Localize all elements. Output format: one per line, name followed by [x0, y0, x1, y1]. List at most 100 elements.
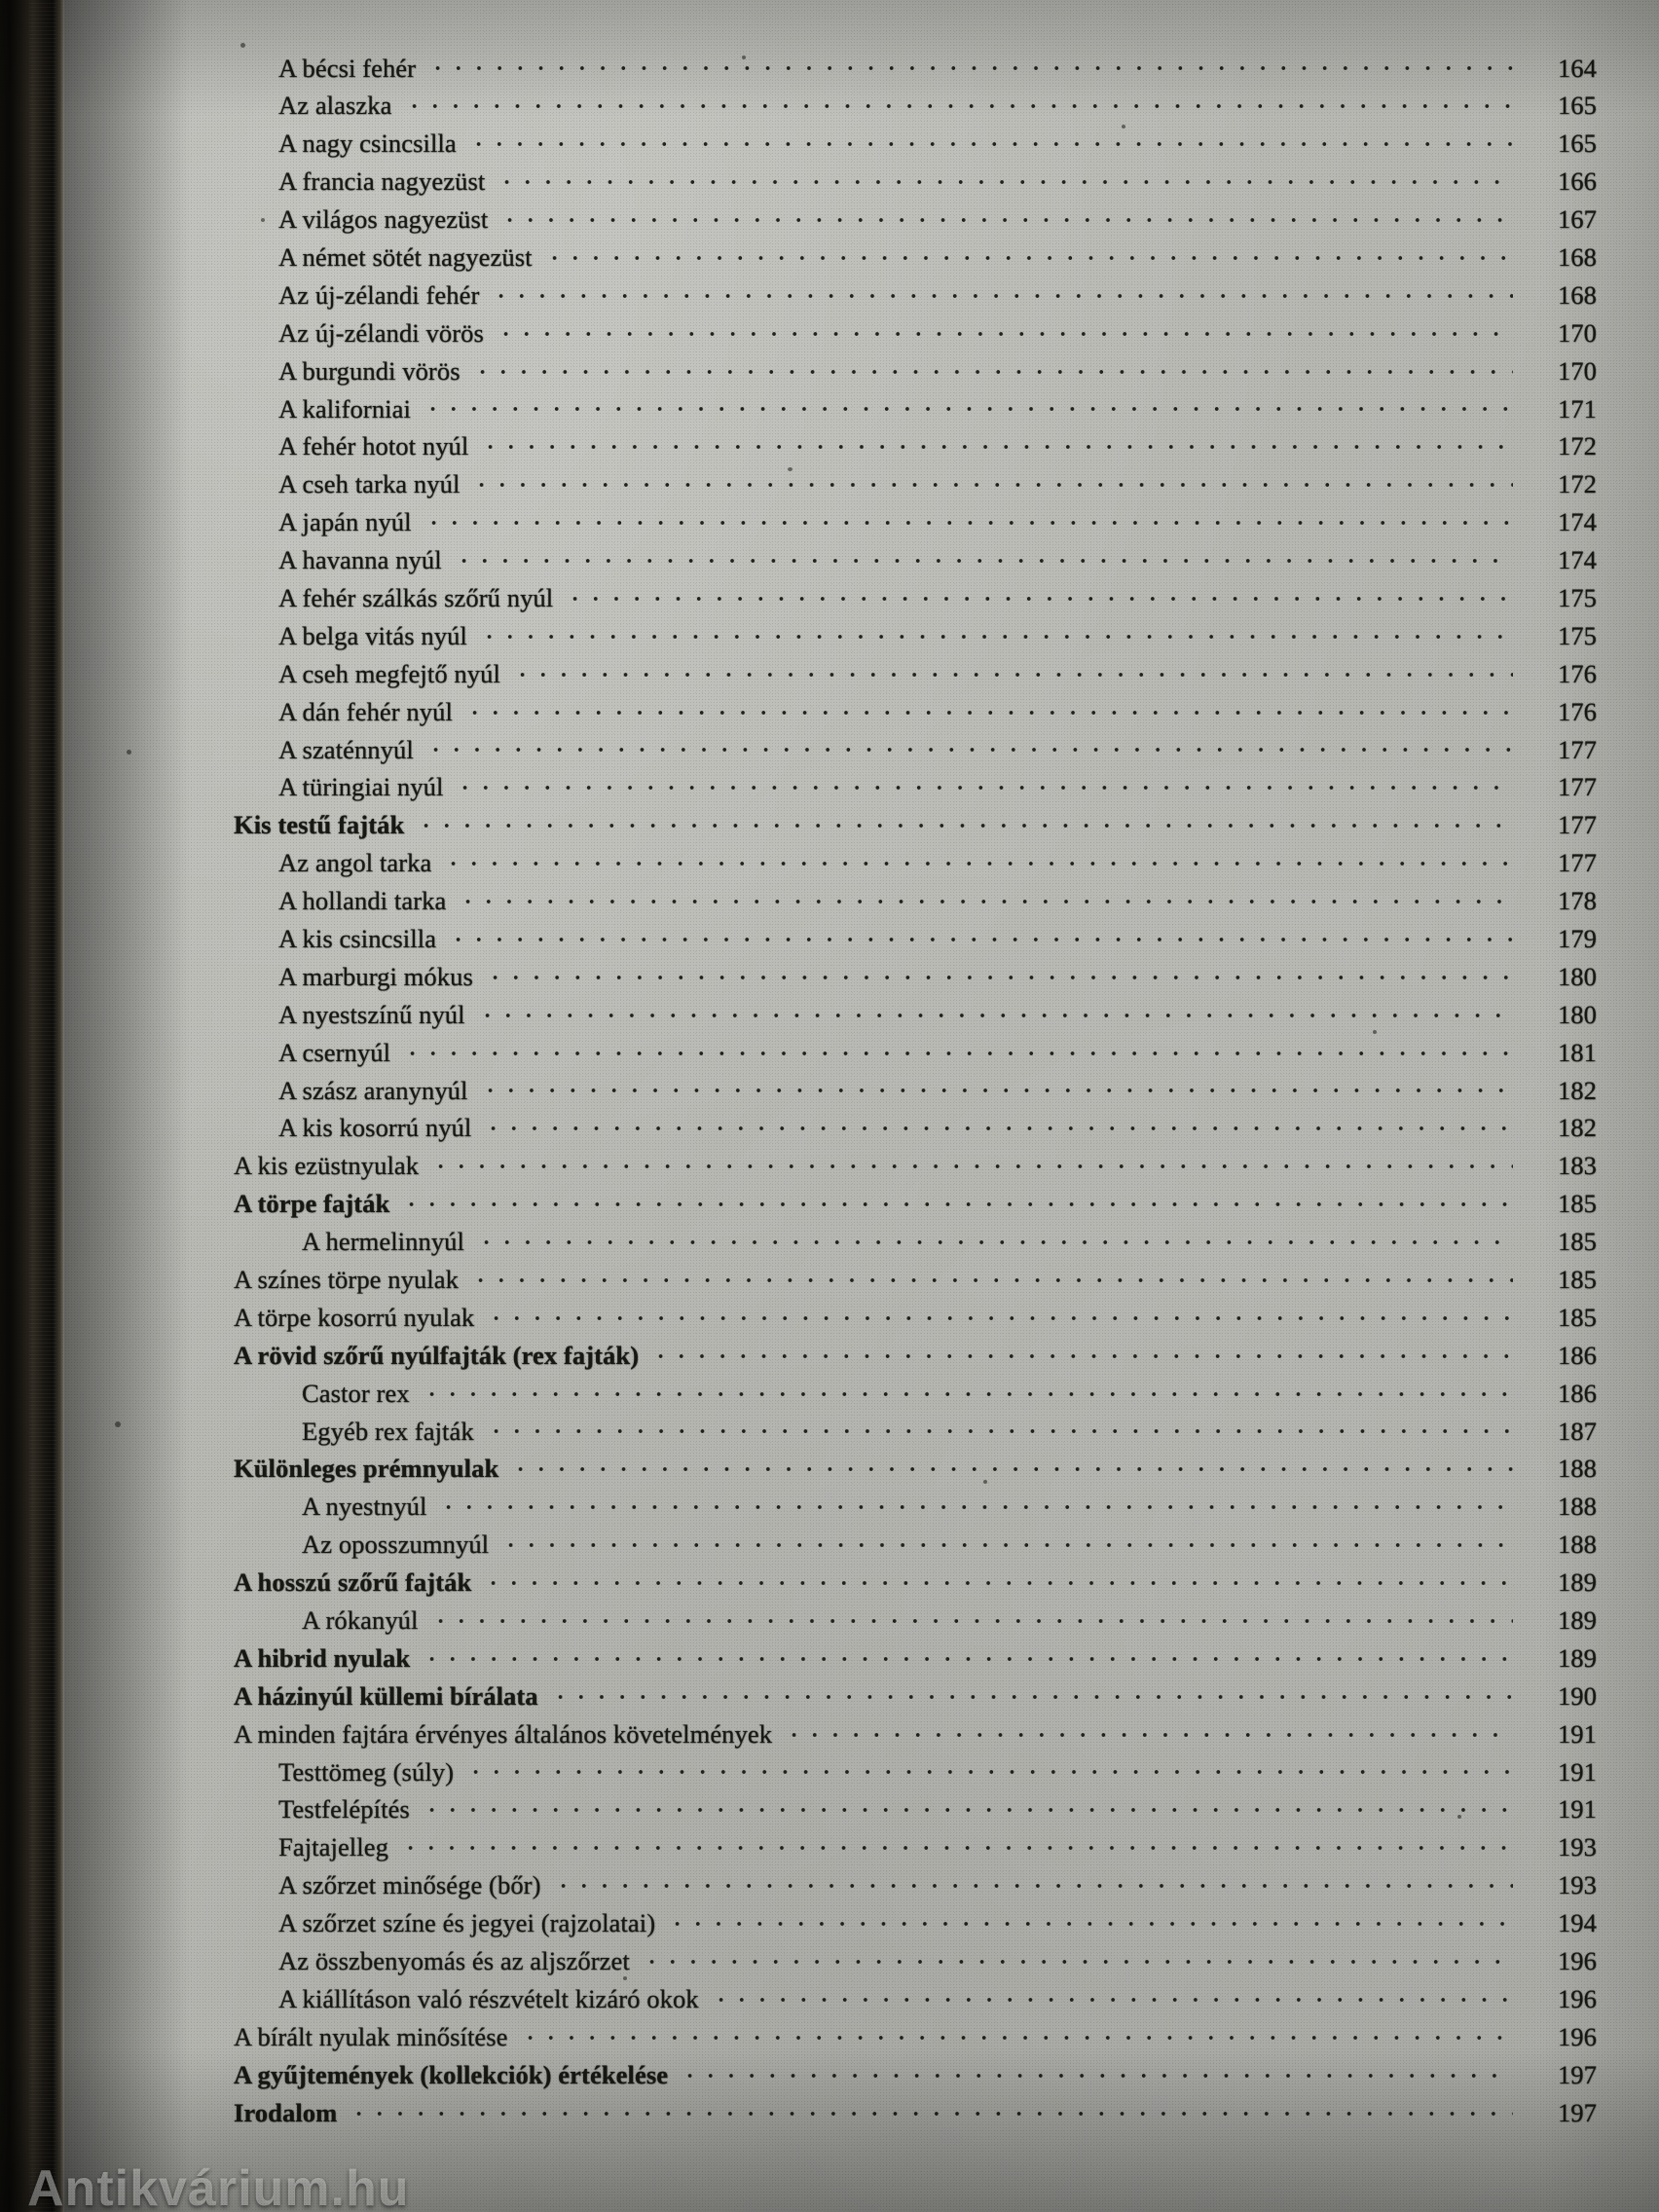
- toc-entry: A csernyúl 181: [278, 1035, 1597, 1073]
- table-of-contents: A bécsi fehér 164 Az alaszka 165 A nagy csin…: [234, 51, 1597, 2133]
- toc-entry: A német sötét nagyezüst 168: [278, 240, 1597, 277]
- toc-entry-page-number: 178: [1557, 886, 1597, 916]
- toc-entry-label: A hosszú szőrű fajták: [234, 1567, 472, 1598]
- toc-entry-page-number: 168: [1557, 279, 1597, 310]
- toc-entry: A francia nagyezüst 166: [278, 165, 1597, 203]
- toc-entry: A marburgi mókus 180: [278, 959, 1597, 997]
- toc-entry-label: A hibrid nyulak: [234, 1642, 411, 1673]
- toc-entry-label: A gyűjtemények (kollekciók) értékelése: [234, 2059, 669, 2089]
- toc-entry-page-number: 177: [1557, 772, 1597, 802]
- page-gutter-shadow: [64, 0, 191, 2212]
- toc-entry-label: A hermelinnyúl: [302, 1227, 464, 1257]
- toc-dot-leader: [476, 1225, 1513, 1251]
- toc-entry-page-number: 191: [1557, 1718, 1597, 1749]
- toc-entry: A kaliforniai 171: [278, 391, 1597, 429]
- toc-entry: A belga vitás nyúl 175: [278, 618, 1597, 656]
- toc-entry-label: Castor rex: [302, 1378, 410, 1408]
- toc-dot-leader: [565, 580, 1513, 607]
- toc-entry: A házinyúl küllemi bírálata 190: [234, 1678, 1597, 1716]
- toc-entry: A cseh tarka nyúl 172: [278, 467, 1597, 505]
- toc-entry-page-number: 185: [1557, 1189, 1597, 1219]
- toc-entry-label: A türingiai nyúl: [278, 772, 444, 802]
- toc-entry-page-number: 188: [1557, 1530, 1597, 1560]
- toc-entry: A szőrzet színe és jegyei (rajzolatai) 19…: [278, 1906, 1597, 1944]
- toc-dot-leader: [650, 1338, 1513, 1364]
- toc-entry-page-number: 191: [1557, 1756, 1597, 1787]
- toc-entry-page-number: 182: [1557, 1075, 1597, 1105]
- toc-entry-label: A szász aranynyúl: [278, 1075, 468, 1105]
- toc-entry-page-number: 190: [1557, 1680, 1597, 1711]
- toc-dot-leader: [491, 277, 1513, 304]
- toc-entry: A japán nyúl 174: [278, 505, 1597, 543]
- toc-entry-page-number: 175: [1557, 620, 1597, 650]
- toc-entry: A nagy csincsilla 165: [278, 127, 1597, 165]
- toc-dot-leader: [448, 921, 1513, 947]
- toc-entry-label: A törpe kosorrú nyulak: [234, 1302, 475, 1332]
- toc-entry: A gyűjtemények (kollekciók) értékelése 19…: [234, 2057, 1597, 2095]
- toc-entry-page-number: 180: [1557, 999, 1597, 1029]
- toc-entry: Testtömeg (súly) 191: [278, 1754, 1597, 1792]
- toc-entry-label: A nyestnyúl: [302, 1492, 427, 1522]
- toc-entry: A hermelinnyúl 185: [302, 1225, 1597, 1263]
- toc-entry: A kis kosorrú nyúl 182: [278, 1111, 1597, 1149]
- toc-entry-label: A házinyúl küllemi bírálata: [234, 1680, 538, 1711]
- toc-entry-page-number: 172: [1557, 431, 1597, 461]
- toc-entry-label: A bírált nyulak minősítése: [234, 2021, 508, 2051]
- toc-entry-label: A rókanyúl: [302, 1605, 419, 1636]
- toc-dot-leader: [421, 1792, 1513, 1819]
- toc-entry: A rókanyúl 189: [302, 1604, 1597, 1641]
- toc-entry: A rövid szőrű nyúlfajták (rex fajták) 186: [234, 1338, 1597, 1376]
- toc-dot-leader: [421, 1376, 1513, 1402]
- toc-dot-leader: [710, 1981, 1513, 2008]
- toc-dot-leader: [483, 1111, 1513, 1137]
- toc-dot-leader: [511, 656, 1513, 682]
- toc-dot-leader: [416, 808, 1513, 834]
- scan-speck: [240, 43, 245, 48]
- toc-entry-page-number: 177: [1557, 734, 1597, 764]
- toc-entry-label: A japán nyúl: [278, 507, 412, 537]
- toc-dot-leader: [497, 165, 1513, 191]
- toc-entry-label: Az alaszka: [278, 91, 392, 121]
- toc-entry-page-number: 170: [1557, 355, 1597, 386]
- toc-entry: A fehér szálkás szőrű nyúl 175: [278, 580, 1597, 618]
- toc-entry: A cseh megfejtő nyúl 176: [278, 656, 1597, 694]
- toc-entry: A hibrid nyulak 189: [234, 1641, 1597, 1678]
- toc-dot-leader: [427, 51, 1513, 77]
- toc-entry-label: Irodalom: [234, 2097, 338, 2127]
- toc-entry-label: A kaliforniai: [278, 393, 411, 424]
- toc-dot-leader: [519, 2019, 1513, 2046]
- toc-dot-leader: [465, 1754, 1513, 1781]
- toc-dot-leader: [471, 467, 1513, 494]
- toc-entry-label: A minden fajtára érvényes általános köve…: [234, 1718, 773, 1749]
- toc-entry-page-number: 185: [1557, 1302, 1597, 1332]
- toc-entry-label: A német sötét nagyezüst: [278, 241, 533, 272]
- toc-entry-label: A szőrzet minősége (bőr): [278, 1870, 541, 1900]
- toc-dot-leader: [471, 353, 1513, 380]
- toc-entry-label: A cseh tarka nyúl: [278, 469, 461, 499]
- toc-dot-leader: [500, 1528, 1513, 1554]
- toc-dot-leader: [458, 884, 1513, 910]
- toc-entry: A türingiai nyúl 177: [278, 770, 1597, 808]
- toc-entry: A hollandi tarka 178: [278, 884, 1597, 922]
- toc-dot-leader: [399, 1830, 1513, 1857]
- toc-entry-label: A dán fehér nyúl: [278, 696, 453, 726]
- toc-entry: A törpe fajták 185: [234, 1187, 1597, 1225]
- toc-entry-page-number: 177: [1557, 848, 1597, 878]
- toc-dot-leader: [552, 1868, 1513, 1895]
- toc-entry: Kis testű fajták 177: [234, 808, 1597, 846]
- toc-dot-leader: [429, 1604, 1514, 1630]
- toc-entry: A burgundi vörös 170: [278, 353, 1597, 391]
- toc-entry-page-number: 196: [1557, 1946, 1597, 1976]
- toc-entry-label: Fajtajelleg: [278, 1832, 388, 1862]
- toc-entry: Különleges prémnyulak 188: [234, 1452, 1597, 1490]
- toc-entry-page-number: 189: [1557, 1567, 1597, 1598]
- toc-entry-page-number: 172: [1557, 469, 1597, 499]
- toc-entry: A nyestnyúl 188: [302, 1490, 1597, 1528]
- toc-entry-label: Egyéb rex fajták: [302, 1416, 474, 1446]
- toc-entry-page-number: 188: [1557, 1492, 1597, 1522]
- toc-dot-leader: [784, 1716, 1513, 1743]
- toc-entry-page-number: 168: [1557, 241, 1597, 272]
- toc-entry-page-number: 177: [1557, 810, 1597, 840]
- toc-entry-label: A kis ezüstnyulak: [234, 1151, 420, 1181]
- toc-entry-page-number: 165: [1557, 91, 1597, 121]
